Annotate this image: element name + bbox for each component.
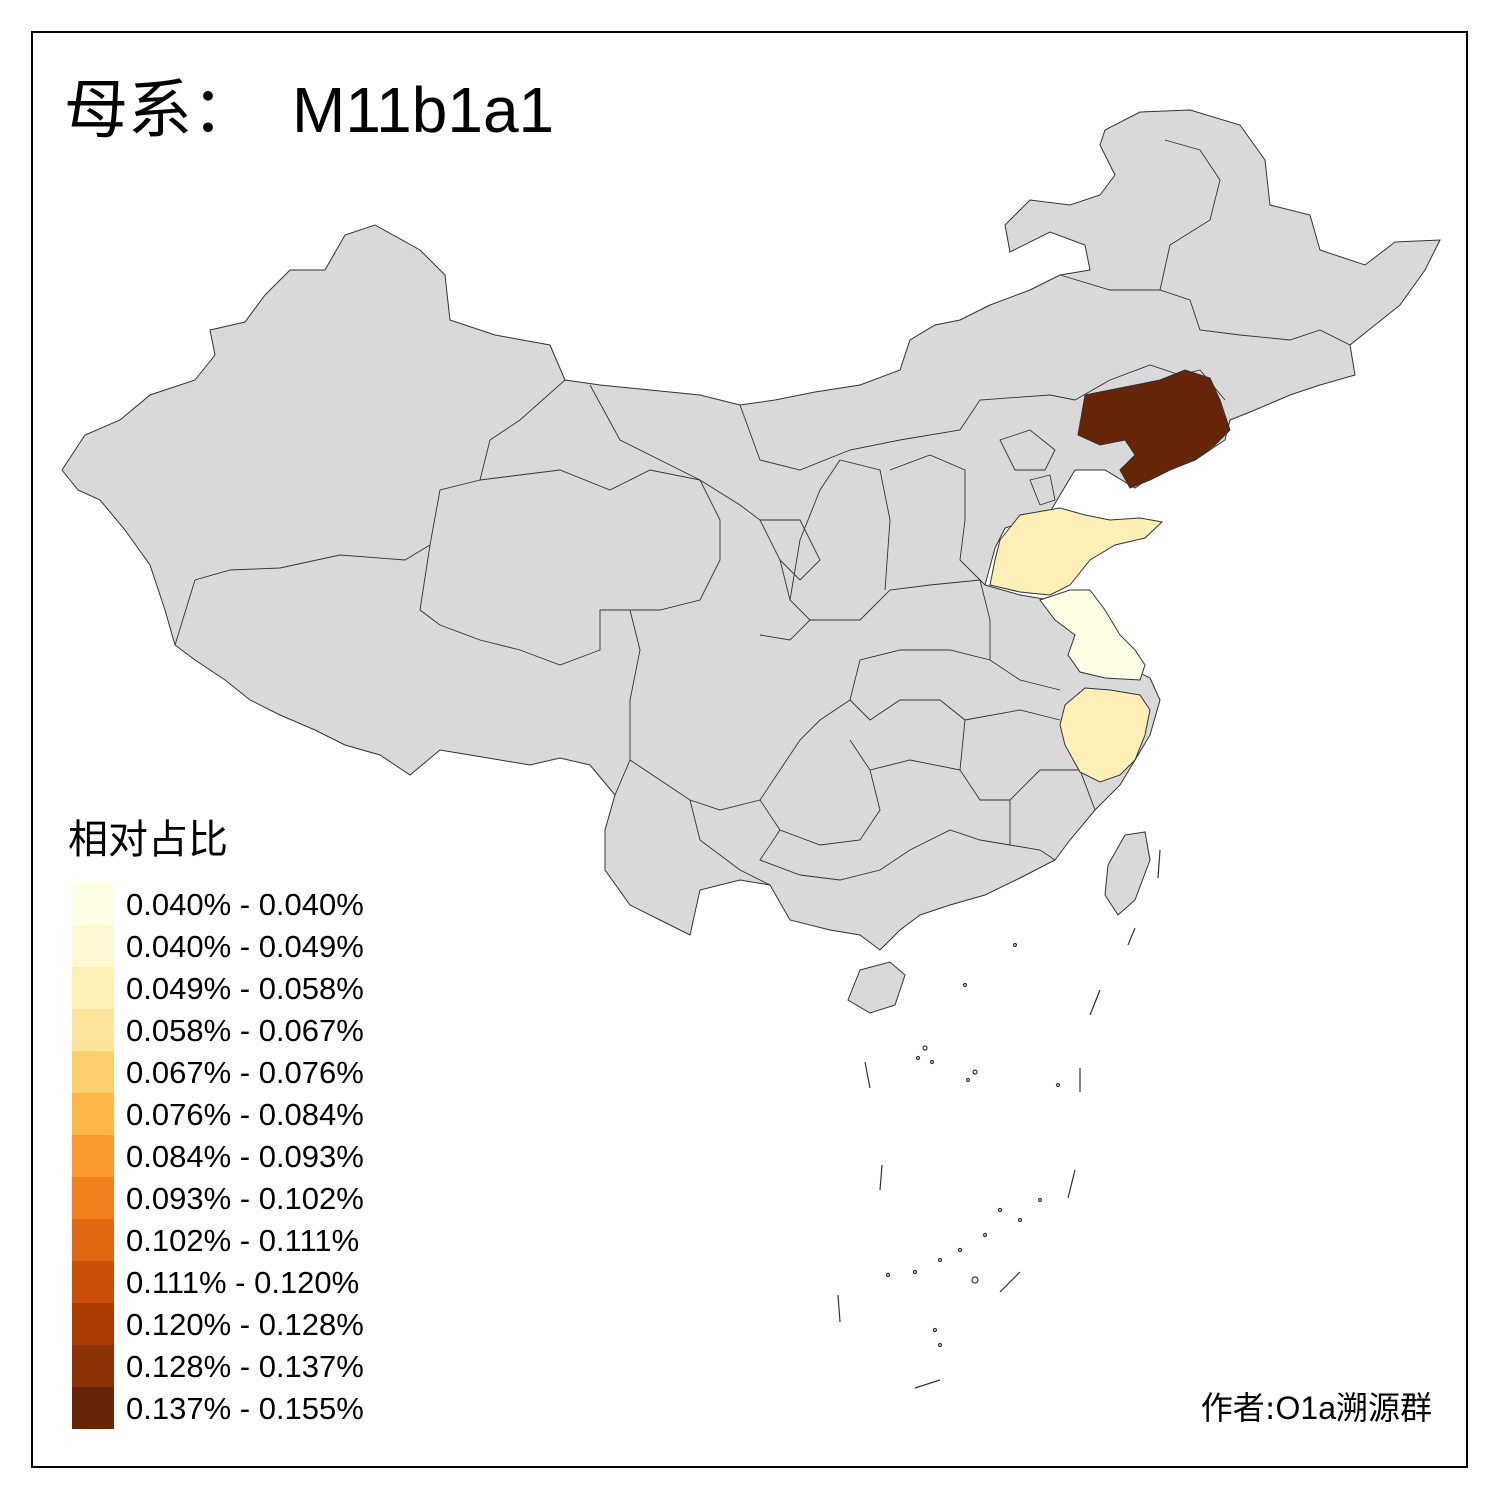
legend-swatch	[72, 1219, 114, 1261]
legend-label: 0.040% - 0.049%	[126, 929, 364, 964]
legend: 0.040% - 0.040% 0.040% - 0.049% 0.049% - 0…	[72, 883, 412, 1429]
legend-swatch	[72, 967, 114, 1009]
legend-item: 0.093% - 0.102%	[72, 1177, 412, 1219]
legend-label: 0.067% - 0.076%	[126, 1055, 364, 1090]
border-tianjin	[1029, 474, 1056, 506]
border-inner-mongolia-east	[1159, 139, 1221, 291]
border-xinjiang	[174, 379, 566, 646]
province-shandong	[989, 507, 1164, 596]
border-ningxia	[760, 519, 821, 581]
legend-item: 0.040% - 0.049%	[72, 925, 412, 967]
taiwan	[1104, 831, 1151, 916]
legend-item: 0.058% - 0.067%	[72, 1009, 412, 1051]
legend-label: 0.111% - 0.120%	[126, 1265, 360, 1300]
legend-swatch	[72, 1135, 114, 1177]
legend-title: 相对占比	[68, 817, 228, 863]
legend-swatch	[72, 1009, 114, 1051]
legend-label: 0.137% - 0.155%	[126, 1391, 364, 1426]
legend-label: 0.058% - 0.067%	[126, 1013, 364, 1048]
south-china-sea-islands	[837, 849, 1161, 1389]
legend-swatch	[72, 925, 114, 967]
legend-item: 0.102% - 0.111%	[72, 1219, 412, 1261]
border-henan	[810, 579, 991, 660]
legend-label: 0.076% - 0.084%	[126, 1097, 364, 1132]
legend-swatch	[72, 883, 114, 925]
legend-label: 0.093% - 0.102%	[126, 1181, 364, 1216]
border-qinghai	[479, 469, 721, 611]
legend-swatch	[72, 1051, 114, 1093]
border-tibet	[419, 544, 630, 666]
title-haplogroup: M11b1a1	[292, 74, 555, 146]
province-borders	[174, 139, 1351, 886]
legend-item: 0.084% - 0.093%	[72, 1135, 412, 1177]
china-landmass	[61, 109, 1441, 1014]
author-credit: 作者:O1a溯源群	[1201, 1388, 1432, 1428]
border-hebei	[889, 454, 986, 586]
province-jiangsu	[1039, 589, 1146, 681]
border-yunnan	[614, 759, 771, 886]
legend-item: 0.120% - 0.128%	[72, 1303, 412, 1345]
border-guangxi	[759, 829, 911, 881]
legend-item: 0.040% - 0.040%	[72, 883, 412, 925]
legend-swatch	[72, 1261, 114, 1303]
hainan	[847, 961, 906, 1014]
border-guangdong	[909, 829, 1056, 861]
legend-swatch	[72, 1303, 114, 1345]
mainland-outline	[61, 109, 1441, 951]
legend-label: 0.128% - 0.137%	[126, 1349, 364, 1384]
legend-item: 0.128% - 0.137%	[72, 1345, 412, 1387]
highlighted-provinces	[989, 369, 1231, 783]
credit-prefix: 作者:	[1200, 1389, 1276, 1427]
border-fujian	[1009, 769, 1096, 845]
border-sichuan	[629, 609, 851, 811]
legend-item: 0.076% - 0.084%	[72, 1093, 412, 1135]
border-shaanxi-shanxi	[789, 459, 891, 601]
province-zhejiang	[1059, 687, 1151, 783]
legend-swatch	[72, 1387, 114, 1429]
legend-item: 0.137% - 0.155%	[72, 1387, 412, 1429]
map-title: 母系： M11b1a1	[64, 70, 554, 151]
credit-name: O1a溯源群	[1275, 1390, 1433, 1426]
legend-label: 0.040% - 0.040%	[126, 887, 364, 922]
legend-label: 0.084% - 0.093%	[126, 1139, 364, 1174]
legend-label: 0.120% - 0.128%	[126, 1307, 364, 1342]
legend-item: 0.111% - 0.120%	[72, 1261, 412, 1303]
legend-label: 0.049% - 0.058%	[126, 971, 364, 1006]
border-jiangxi-east	[959, 709, 1061, 801]
border-hunan-jiangxi	[849, 699, 966, 771]
title-prefix: 母系：	[64, 74, 256, 148]
border-heilongjiang-jilin	[1059, 274, 1351, 346]
border-hubei-anhui	[849, 649, 1061, 701]
province-liaoning	[1077, 369, 1231, 489]
legend-swatch	[72, 1177, 114, 1219]
legend-item: 0.067% - 0.076%	[72, 1051, 412, 1093]
legend-item: 0.049% - 0.058%	[72, 967, 412, 1009]
border-inner-mongolia	[739, 394, 1076, 471]
legend-swatch	[72, 1093, 114, 1135]
legend-label: 0.102% - 0.111%	[126, 1223, 360, 1258]
border-jilin	[1074, 364, 1226, 401]
border-beijing	[999, 429, 1056, 471]
legend-swatch	[72, 1345, 114, 1387]
